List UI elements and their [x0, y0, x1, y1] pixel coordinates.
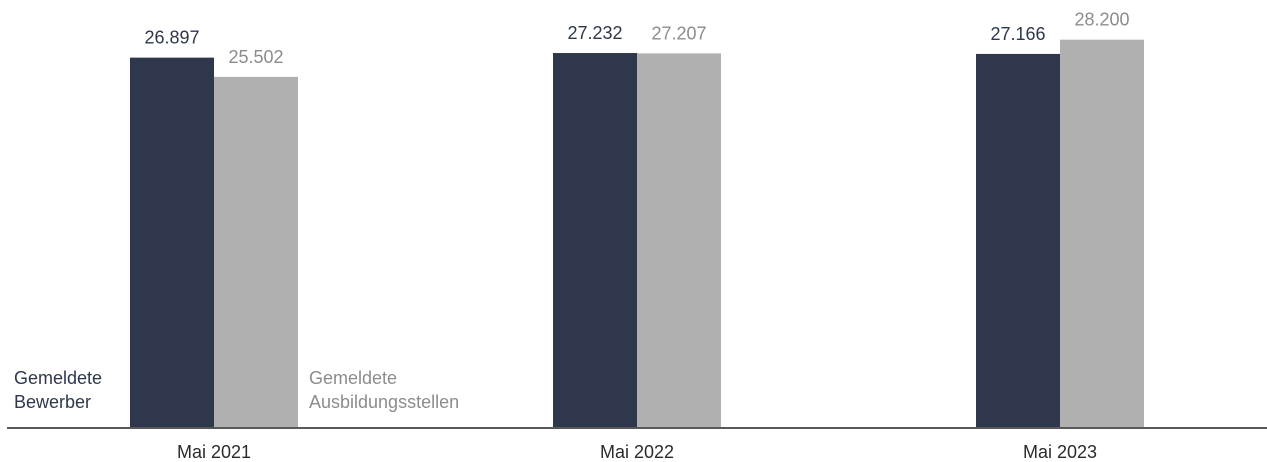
category-label-1: Mai 2021	[177, 442, 251, 462]
value-label-bewerber-2: 27.232	[567, 23, 622, 43]
value-labels-layer: 26.897 25.502 27.232 27.207 27.166 28.200	[144, 10, 1129, 67]
bars-layer	[130, 39, 1144, 429]
value-label-bewerber-3: 27.166	[990, 24, 1045, 44]
category-label-3: Mai 2023	[1023, 442, 1097, 462]
value-label-ausbildungsstellen-2: 27.207	[651, 23, 706, 43]
legend-label-bewerber-line-2: Bewerber	[14, 392, 91, 412]
bar-ausbildungsstellen-3	[1060, 39, 1144, 428]
value-label-ausbildungsstellen-1: 25.502	[228, 47, 283, 67]
category-labels-layer: Mai 2021 Mai 2022 Mai 2023	[177, 442, 1097, 462]
legend-label-ausbildungsstellen-line-1: Gemeldete	[309, 368, 397, 388]
bar-ausbildungsstellen-1	[214, 76, 298, 428]
bar-bewerber-1	[130, 57, 214, 429]
legend-label-bewerber-line-1: Gemeldete	[14, 368, 102, 388]
bar-bewerber-2	[553, 53, 637, 429]
legend: Gemeldete Bewerber Gemeldete Ausbildungsste…	[14, 368, 459, 412]
category-label-2: Mai 2022	[600, 442, 674, 462]
value-label-ausbildungsstellen-3: 28.200	[1074, 10, 1129, 30]
bar-ausbildungsstellen-2	[637, 53, 721, 428]
value-label-bewerber-1: 26.897	[144, 28, 199, 48]
bar-bewerber-3	[976, 53, 1060, 428]
legend-label-ausbildungsstellen-line-2: Ausbildungsstellen	[309, 392, 459, 412]
